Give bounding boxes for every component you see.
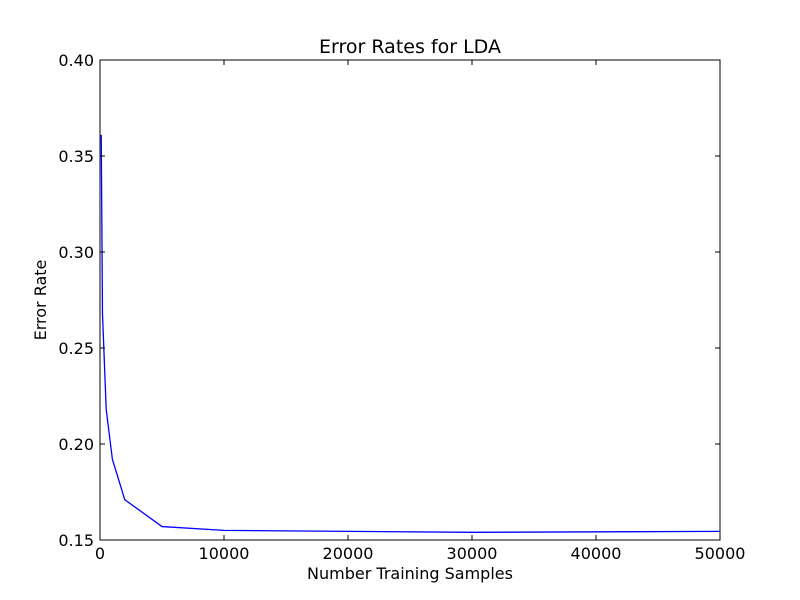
plot-frame (99, 59, 721, 541)
x-tick-label: 0 (95, 544, 105, 563)
series-line-0 (100, 134, 721, 533)
chart-title: Error Rates for LDA (319, 36, 501, 58)
y-tick-label: 0.30 (58, 243, 94, 262)
x-tick-label: 30000 (447, 544, 498, 563)
plot-area: 0 10000 20000 30000 40000 50000 0.15 0.20 0.25 0.… (58, 51, 745, 563)
y-tick-label: 0.15 (58, 531, 94, 550)
x-tick-label: 50000 (695, 544, 746, 563)
y-tick-label: 0.25 (58, 339, 94, 358)
y-tick-label: 0.35 (58, 147, 94, 166)
y-tick-label: 0.20 (58, 435, 94, 454)
x-axis-label: Number Training Samples (307, 564, 513, 583)
x-tick-label: 40000 (571, 544, 622, 563)
x-tick-label: 20000 (323, 544, 374, 563)
x-tick-label: 10000 (199, 544, 250, 563)
y-axis-label: Error Rate (31, 260, 50, 341)
y-tick-label: 0.40 (58, 51, 94, 70)
